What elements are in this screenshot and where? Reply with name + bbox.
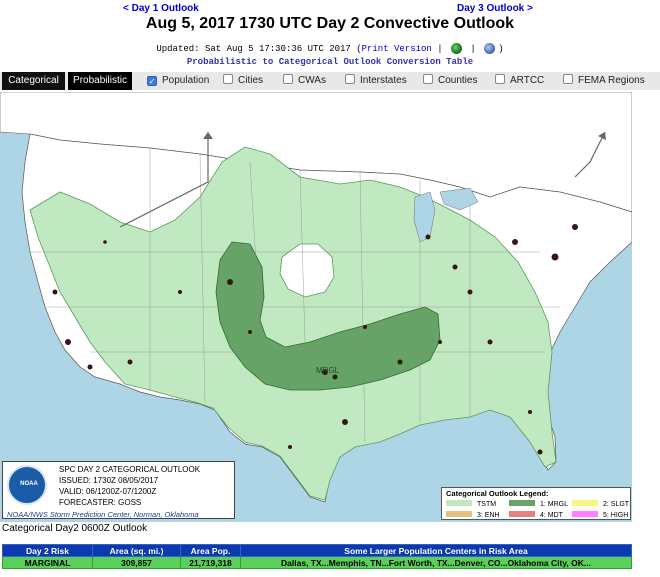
mrgl-map-label: MRGL [316, 366, 340, 375]
info-footer: NOAA/NWS Storm Prediction Center, Norman… [7, 510, 199, 519]
conversion-table-link[interactable]: Probabilistic to Categorical Outlook Con… [186, 57, 474, 67]
legend-title: Categorical Outlook Legend: [446, 489, 549, 498]
overlay-counties[interactable]: Counties [423, 72, 477, 90]
info-valid: VALID: 06/1200Z-07/1200Z [59, 487, 157, 496]
header-centers: Some Larger Population Centers in Risk A… [240, 544, 632, 557]
checkbox-icon[interactable] [495, 74, 505, 84]
cell-pop: 21,719,318 [180, 556, 241, 569]
update-line: Updated: Sat Aug 5 17:30:36 UTC 2017 (Pr… [156, 43, 504, 54]
overlay-cwas[interactable]: CWAs [283, 72, 326, 90]
info-issued: ISSUED: 1730Z 08/05/2017 [59, 476, 159, 485]
graticule-line-east [574, 131, 606, 178]
checkbox-checked-icon[interactable] [147, 76, 157, 86]
graticule-arrow-icon [203, 132, 213, 139]
legend-item-high: 5: HIGH [572, 511, 628, 519]
next-day-link[interactable]: Day 3 Outlook > [457, 3, 533, 14]
tab-categorical[interactable]: Categorical [2, 72, 65, 90]
checkbox-icon[interactable] [283, 74, 293, 84]
update-prefix: Updated: Sat Aug 5 17:30:36 UTC 2017 ( [156, 43, 362, 54]
lake-huron [439, 187, 479, 211]
checkbox-icon[interactable] [223, 74, 233, 84]
legend-item-slgt: 2: SLGT [572, 500, 629, 508]
page-title: Aug 5, 2017 1730 UTC Day 2 Convective Ou… [145, 15, 515, 32]
graticule-line-west [119, 132, 209, 228]
shapefile-icon[interactable] [484, 43, 496, 54]
legend-item-mdt: 4: MDT [509, 511, 563, 519]
population-dots [52, 224, 578, 455]
cell-risk: MARGINAL [2, 556, 93, 569]
overlay-toolbar: Categorical Probabilistic Population Cit… [0, 72, 660, 90]
outlook-info-box: NOAA SPC DAY 2 CATEGORICAL OUTLOOK ISSUE… [2, 461, 235, 519]
cell-area: 309,857 [92, 556, 181, 569]
no-thunder-area [279, 243, 335, 298]
legend-item-mrgl: 1: MRGL [509, 500, 568, 508]
table-caption: Categorical Day2 0600Z Outlook [2, 523, 148, 534]
state-boundaries [30, 148, 560, 443]
mrgl-area [215, 241, 441, 391]
checkbox-icon[interactable] [423, 74, 433, 84]
risk-table-header: Day 2 Risk Area (sq. mi.) Area Pop. Some… [2, 544, 632, 557]
overlay-interstates[interactable]: Interstates [345, 72, 407, 90]
checkbox-icon[interactable] [563, 74, 573, 84]
table-row: MARGINAL 309,857 21,719,318 Dallas, TX..… [2, 556, 632, 569]
risk-table: Day 2 Risk Area (sq. mi.) Area Pop. Some… [2, 544, 632, 569]
legend-item-tstm: TSTM [446, 500, 496, 508]
outlook-map[interactable]: MRGL [0, 92, 632, 522]
graticule-arrow-icon [598, 132, 606, 140]
print-version-link[interactable]: Print Version [361, 43, 432, 54]
header-area: Area (sq. mi.) [92, 544, 181, 557]
checkbox-icon[interactable] [345, 74, 355, 84]
outlook-nav: < Day 1 Outlook Day 3 Outlook > [0, 3, 660, 17]
info-title: SPC DAY 2 CATEGORICAL OUTLOOK [59, 465, 201, 474]
noaa-logo-icon: NOAA [7, 465, 47, 505]
legend-item-enh: 3: ENH [446, 511, 500, 519]
cell-centers: Dallas, TX...Memphis, TN...Fort Worth, T… [240, 556, 632, 569]
tab-probabilistic[interactable]: Probabilistic [68, 72, 132, 90]
outlook-map-svg: MRGL [0, 92, 632, 503]
overlay-artcc[interactable]: ARTCC [495, 72, 544, 90]
overlay-population[interactable]: Population [147, 72, 209, 90]
overlay-fema-regions[interactable]: FEMA Regions [563, 72, 645, 90]
info-forecaster: FORECASTER: GOSS [59, 498, 142, 507]
prev-day-link[interactable]: < Day 1 Outlook [123, 3, 199, 14]
header-pop: Area Pop. [180, 544, 241, 557]
outlook-legend: Categorical Outlook Legend: TSTM 1: MRGL… [441, 487, 631, 520]
kml-globe-icon[interactable] [451, 43, 463, 54]
header-risk: Day 2 Risk [2, 544, 93, 557]
overlay-cities[interactable]: Cities [223, 72, 263, 90]
